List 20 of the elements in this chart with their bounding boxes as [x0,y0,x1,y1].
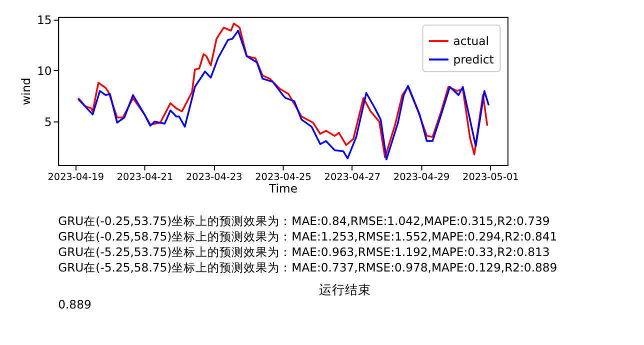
x-tick-label: 2023-04-27 [324,172,381,184]
x-tick-label: 2023-04-19 [48,172,104,184]
text: GRU在(-5.25,58.75)坐标上的预测效果为：MAE:0.737,RMSE:0.978,MAPE:0.129,R2:0.889 [58,260,558,275]
x-axis-title: Time [268,182,298,196]
y-axis-title: wind [19,78,34,106]
text: GRU在(-5.25,53.75)坐标上的预测效果为：MAE:0.963,RMSE:1.192,MAPE:0.33,R2:0.813 [58,245,550,260]
text: GRU在(-0.25,58.75)坐标上的预测效果为：MAE:1.253,RMSE:1.552,MAPE:0.294,R2:0.841 [58,230,558,244]
y-tick-label: 15 [37,12,52,27]
text: 0.889 [58,297,92,312]
y-tick-label: 5 [44,114,52,129]
x-tick-label: 2023-04-23 [186,172,242,184]
text: GRU在(-0.25,53.75)坐标上的预测效果为：MAE:0.84,RMSE:1.042,MAPE:0.315,R2:0.739 [58,214,550,228]
legend-label: actual [453,34,489,48]
y-tick-label: 10 [37,64,52,78]
x-tick-label: 2023-04-21 [116,172,174,184]
x-tick-label: 2023-05-01 [462,172,519,184]
text: 运行结束 [318,282,371,297]
x-tick-label: 2023-04-25 [255,172,312,184]
x-tick-label: 2023-04-29 [393,172,450,184]
legend-label: predict [453,52,494,66]
